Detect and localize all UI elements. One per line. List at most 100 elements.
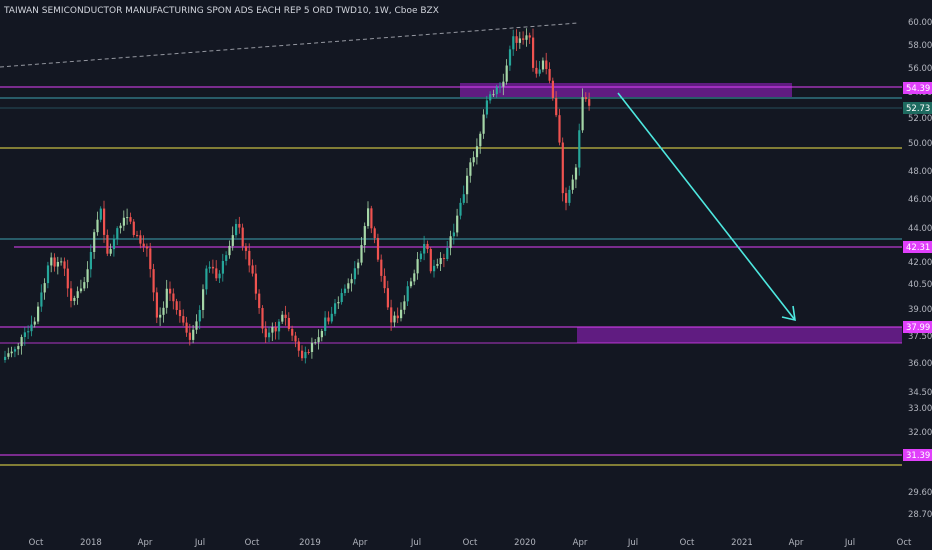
last-price-tag-label: 52.73 — [906, 104, 930, 114]
candle-body — [310, 342, 314, 353]
candle-body — [79, 288, 83, 292]
candle-body — [132, 221, 135, 236]
candle-body — [208, 266, 211, 269]
projection-arrow-line — [617, 92, 796, 321]
candle-body — [261, 308, 264, 329]
candle-body — [452, 232, 455, 237]
candle-body — [370, 208, 373, 229]
candle-body — [436, 264, 439, 266]
candle-body — [291, 328, 294, 336]
candle-body — [30, 324, 33, 332]
y-tick-label: 39.00 — [908, 305, 932, 315]
candle-body — [182, 316, 185, 323]
candle-body — [383, 275, 386, 289]
candle-body — [155, 292, 158, 318]
y-tick-label: 33.00 — [908, 404, 932, 414]
candle-body — [317, 337, 320, 343]
candle-body — [202, 289, 205, 310]
candle-body — [76, 291, 79, 298]
candle-body — [50, 257, 53, 266]
resistance-zone — [460, 83, 792, 97]
candle-body — [178, 310, 182, 317]
candle-body — [96, 219, 99, 233]
candle-body — [482, 114, 485, 134]
candle-body — [152, 269, 155, 293]
candle-body — [449, 236, 452, 248]
price-tag-label: 54.39 — [906, 84, 930, 94]
y-tick-label: 48.00 — [908, 167, 932, 177]
candle-body — [376, 238, 380, 260]
candle-body — [380, 259, 383, 276]
candle-body — [423, 243, 426, 254]
candle-body — [258, 293, 261, 309]
candle-body — [499, 86, 502, 88]
candle-body — [574, 167, 578, 180]
candle-body — [43, 283, 46, 293]
candle-body — [33, 321, 36, 325]
candle-body — [139, 235, 142, 244]
x-tick-label: Jul — [410, 538, 421, 548]
candle-body — [63, 261, 66, 269]
candle-body — [119, 225, 122, 229]
y-tick-label: 42.00 — [908, 258, 932, 268]
price-axis-ticks: 60.0058.0056.0054.0052.0050.0048.0046.00… — [908, 18, 932, 520]
candle-body — [505, 65, 508, 82]
candle-body — [103, 208, 106, 235]
candle-body — [287, 317, 290, 329]
support-zone — [577, 327, 902, 343]
candle-body — [188, 332, 191, 340]
price-tag-box — [903, 449, 932, 461]
candle-body — [545, 60, 548, 70]
candle-body — [343, 288, 347, 294]
candle-body — [525, 35, 528, 40]
price-tags: 54.39 42.31 37.99 31.39 52.73 — [903, 82, 932, 461]
candle-body — [112, 238, 116, 250]
candle-body — [551, 80, 554, 98]
candle-body — [472, 157, 475, 163]
candle-body — [548, 69, 551, 81]
candle-body — [386, 288, 389, 308]
y-tick-label: 32.00 — [908, 428, 932, 438]
candle-body — [429, 249, 432, 272]
candle-body — [400, 309, 403, 319]
candle-body — [492, 94, 495, 96]
candle-body — [244, 246, 248, 251]
candle-body — [93, 232, 96, 252]
candle-body — [241, 227, 244, 247]
candle-body — [116, 228, 119, 239]
candle-body — [347, 283, 350, 289]
candle-body — [37, 306, 40, 322]
price-tag-label: 31.39 — [906, 451, 930, 461]
candle-body — [508, 49, 512, 66]
candle-body — [396, 315, 399, 319]
candle-body — [301, 350, 304, 359]
candle-body — [149, 248, 152, 270]
candle-body — [211, 266, 215, 269]
candle-body — [584, 97, 587, 100]
candle-body — [456, 215, 459, 233]
x-tick-label: 2021 — [731, 538, 753, 548]
x-tick-label: Jul — [844, 538, 855, 548]
candle-body — [334, 303, 337, 314]
candle-body — [469, 162, 472, 176]
candle-body — [433, 265, 436, 272]
x-tick-label: 2019 — [299, 538, 321, 548]
y-tick-label: 28.70 — [908, 510, 932, 520]
candle-body — [403, 301, 406, 310]
candle-body — [27, 331, 30, 333]
x-tick-label: Oct — [897, 538, 912, 548]
candle-body — [406, 286, 409, 302]
candle-body — [330, 313, 333, 322]
candle-body — [238, 223, 241, 228]
candle-body — [294, 335, 297, 342]
x-tick-label: Apr — [789, 538, 804, 548]
candle-body — [426, 243, 429, 250]
candle-body — [192, 329, 195, 340]
candle-body — [66, 268, 69, 289]
x-tick-label: Jul — [627, 538, 638, 548]
candle-body — [129, 217, 132, 222]
candle-body — [535, 67, 538, 74]
candle-body — [393, 315, 396, 323]
y-tick-label: 60.00 — [908, 18, 932, 28]
